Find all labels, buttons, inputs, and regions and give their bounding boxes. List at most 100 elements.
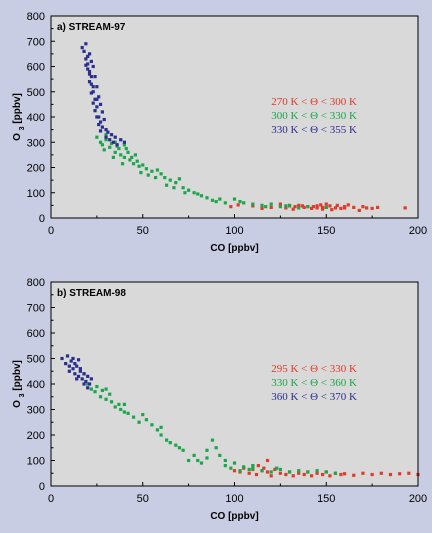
data-point: [339, 472, 343, 477]
data-point: [146, 173, 150, 177]
data-point: [76, 358, 81, 362]
data-point: [111, 140, 115, 144]
data-point: [87, 382, 92, 386]
y-axis-label-main: O: [12, 133, 23, 141]
data-point: [172, 186, 176, 190]
data-point: [278, 205, 282, 209]
data-point: [187, 458, 191, 463]
data-point: [137, 420, 141, 424]
data-point: [181, 186, 185, 190]
data-point: [93, 109, 97, 113]
y-tick-label: 300: [27, 405, 45, 417]
data-point: [319, 203, 323, 207]
data-point: [113, 150, 117, 154]
data-point: [91, 85, 95, 89]
data-point: [291, 207, 295, 211]
legend: 295 K < Θ < 330 K 330 K < Θ < 360 K 360 …: [271, 363, 357, 403]
data-point: [131, 162, 136, 166]
data-point: [97, 115, 101, 119]
data-point: [159, 172, 163, 176]
plot-frame: [50, 15, 419, 219]
y-tick-label: 0: [39, 213, 45, 225]
data-point: [109, 400, 114, 404]
data-point: [328, 204, 332, 208]
data-point: [122, 143, 126, 147]
data-point: [376, 205, 380, 209]
y-axis-label: O 3 [ppbv]: [12, 93, 26, 141]
data-point: [93, 390, 97, 394]
data-point: [328, 474, 332, 478]
data-point: [95, 105, 99, 109]
data-point: [87, 69, 92, 74]
data-point: [196, 458, 200, 463]
legend-entry: 270 K < Θ < 300 K: [271, 96, 357, 108]
data-point: [311, 205, 316, 209]
data-point: [199, 194, 204, 198]
data-point: [218, 453, 222, 457]
data-point: [144, 418, 149, 422]
data-point: [98, 102, 103, 106]
data-point: [357, 208, 361, 213]
data-point: [97, 95, 101, 99]
data-point: [60, 356, 64, 361]
data-point: [269, 205, 273, 209]
data-point: [159, 433, 163, 437]
data-point: [89, 59, 93, 64]
data-point: [89, 377, 93, 381]
data-point: [86, 382, 90, 386]
data-point: [275, 466, 279, 470]
data-point: [192, 191, 196, 195]
x-tick-label: 100: [225, 225, 243, 237]
data-point: [165, 183, 169, 187]
data-point: [247, 471, 251, 475]
data-point: [315, 206, 319, 210]
data-point: [262, 466, 266, 470]
data-point: [306, 470, 310, 474]
data-point: [210, 438, 215, 442]
data-point: [109, 141, 114, 146]
x-tick-label: 200: [409, 225, 427, 237]
data-point: [106, 130, 110, 134]
data-point: [370, 472, 374, 477]
data-point: [100, 143, 104, 147]
data-point: [165, 438, 169, 442]
data-point: [117, 402, 121, 406]
data-point: [71, 356, 75, 361]
y-axis-label: O 3 [ppbv]: [12, 360, 26, 408]
data-point: [309, 206, 314, 211]
data-point: [69, 359, 73, 363]
data-point: [122, 402, 126, 406]
y-tick-label: 800: [27, 11, 45, 23]
data-point: [71, 367, 75, 371]
data-point: [403, 206, 407, 210]
data-point: [346, 203, 350, 207]
data-point: [87, 72, 92, 76]
y-tick-label: 600: [27, 62, 45, 74]
legend-entry: 330 K < Θ < 355 K: [271, 124, 357, 136]
data-point: [73, 372, 77, 376]
data-point: [214, 446, 218, 450]
data-point: [104, 397, 108, 401]
y-axis-ticks: 0 100 200 300 400 500 600 700 800: [27, 277, 55, 493]
data-point: [278, 471, 282, 475]
data-point: [87, 80, 92, 84]
x-tick-label: 200: [409, 493, 427, 505]
legend-entry: 295 K < Θ < 330 K: [271, 363, 357, 375]
data-point: [223, 201, 227, 205]
legend-entry: 330 K < Θ < 360 K: [271, 377, 357, 389]
data-point: [291, 474, 295, 478]
data-point: [256, 464, 260, 468]
data-point: [302, 472, 306, 477]
x-tick-label: 50: [137, 493, 149, 505]
data-point: [365, 206, 369, 210]
data-point: [330, 208, 334, 212]
data-point: [297, 471, 301, 475]
data-point: [187, 188, 191, 192]
data-point: [130, 155, 134, 159]
data-point: [260, 203, 264, 207]
data-point: [278, 202, 282, 206]
data-point: [297, 469, 301, 473]
data-point: [95, 85, 99, 89]
data-point: [315, 469, 319, 473]
data-point: [302, 205, 306, 209]
